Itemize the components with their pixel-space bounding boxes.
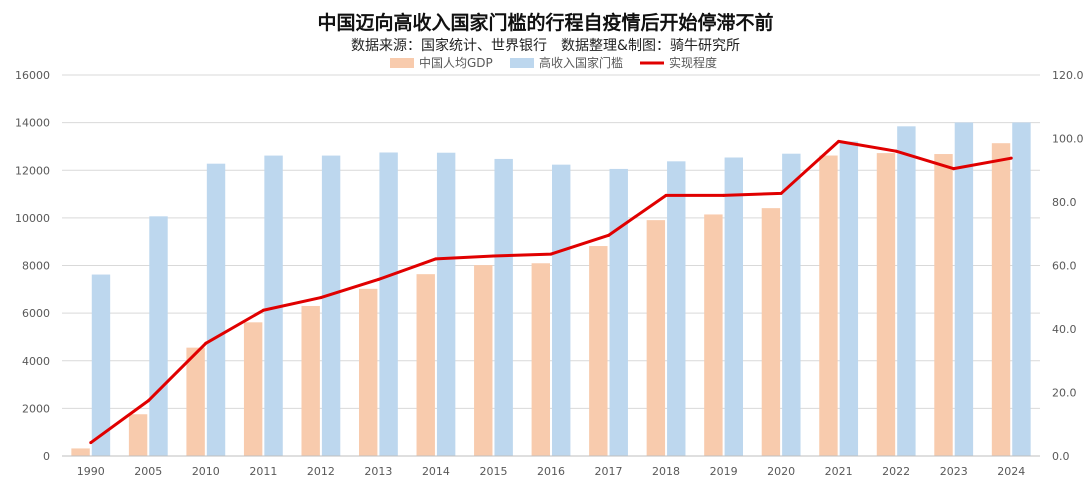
x-tick-label: 2019: [710, 465, 738, 478]
x-tick-label: 2023: [940, 465, 968, 478]
x-tick-label: 2015: [479, 465, 507, 478]
line-point: [894, 149, 898, 153]
y-right-tick-label: 100.0: [1052, 133, 1084, 146]
line-point: [779, 191, 783, 195]
bar-gdp: [819, 155, 838, 456]
x-tick-label: 2016: [537, 465, 565, 478]
legend-label: 高收入国家门槛: [539, 55, 623, 70]
x-tick-label: 2022: [882, 465, 910, 478]
bar-gdp: [589, 246, 608, 456]
line-point: [549, 252, 553, 256]
y-right-tick-label: 0.0: [1052, 450, 1070, 463]
chart-subtitle: 数据来源：国家统计、世界银行 数据整理&制图：骑牛研究所: [351, 38, 740, 54]
bar-gdp: [761, 208, 781, 456]
x-tick-label: 2010: [192, 465, 220, 478]
line-point: [1009, 156, 1013, 160]
legend-label: 中国人均GDP: [419, 55, 493, 70]
bar-threshold: [609, 168, 628, 456]
y-right-tick-label: 40.0: [1052, 323, 1077, 336]
x-tick-label: 2012: [307, 465, 335, 478]
bar-threshold: [782, 153, 801, 456]
bars: [71, 122, 1031, 457]
bar-gdp: [71, 448, 90, 456]
line-point: [607, 233, 611, 237]
y-left-tick-label: 10000: [15, 212, 50, 225]
y-right-tick-label: 120.0: [1052, 69, 1084, 82]
bar-gdp: [301, 305, 320, 456]
line-point: [204, 341, 208, 345]
bar-threshold: [379, 152, 398, 456]
y-left-tick-label: 0: [43, 450, 50, 463]
line-point: [837, 139, 841, 143]
bar-threshold: [724, 157, 743, 456]
y-left-tick-label: 8000: [22, 260, 50, 273]
bar-threshold: [667, 161, 686, 456]
bar-gdp: [474, 265, 493, 456]
bar-gdp: [876, 153, 896, 457]
line-point: [376, 277, 380, 281]
bar-gdp: [991, 143, 1011, 456]
bar-threshold: [897, 126, 916, 456]
line-point: [952, 167, 956, 171]
x-tick-label: 2005: [134, 465, 162, 478]
x-tick-label: 1990: [77, 465, 105, 478]
bar-gdp: [243, 322, 263, 456]
line-point: [434, 257, 438, 261]
x-tick-label: 2020: [767, 465, 795, 478]
axes: 0 2000 4000 6000 8000 10000 12000 14000 16000 0.0…: [15, 69, 1084, 478]
bar-gdp: [934, 154, 953, 456]
bar-threshold: [1012, 122, 1031, 457]
legend-swatch: [390, 58, 414, 68]
line-point: [722, 193, 726, 197]
bar-gdp: [359, 288, 378, 456]
bar-gdp: [128, 414, 148, 456]
bar-threshold: [149, 216, 168, 456]
y-left-tick-label: 4000: [22, 355, 50, 368]
legend-label: 实现程度: [669, 55, 717, 70]
x-tick-label: 2017: [595, 465, 623, 478]
chart-title: 中国迈向高收入国家门槛的行程自疫情后开始停滞不前: [317, 12, 774, 34]
bar-threshold: [954, 122, 974, 457]
bar-gdp: [646, 220, 666, 456]
y-left-tick-label: 2000: [22, 402, 50, 415]
x-tick-label: 2021: [825, 465, 853, 478]
bar-threshold: [321, 155, 341, 457]
y-right-tick-label: 60.0: [1052, 260, 1077, 273]
line-point: [146, 399, 150, 403]
bar-threshold: [436, 152, 456, 456]
bar-gdp: [704, 214, 723, 456]
bar-threshold: [264, 155, 283, 457]
x-tick-label: 2018: [652, 465, 680, 478]
line-point: [261, 308, 265, 312]
line-achievement: [89, 139, 1012, 444]
line-point: [664, 193, 668, 197]
x-tick-label: 2011: [249, 465, 277, 478]
line-series: [89, 139, 1013, 445]
bar-threshold: [839, 141, 859, 456]
x-tick-label: 2014: [422, 465, 450, 478]
bar-gdp: [186, 347, 205, 456]
bar-threshold: [91, 274, 111, 456]
bar-gdp: [531, 263, 550, 456]
y-left-tick-label: 16000: [15, 69, 50, 82]
y-left-tick-label: 14000: [15, 117, 50, 130]
x-tick-label: 2024: [997, 465, 1025, 478]
y-right-tick-label: 80.0: [1052, 196, 1077, 209]
bar-threshold: [494, 158, 513, 456]
bar-gdp: [416, 274, 435, 456]
legend-swatch: [510, 58, 534, 68]
line-point: [89, 441, 93, 445]
bar-threshold: [552, 164, 571, 457]
legend: 中国人均GDP 高收入国家门槛 实现程度: [390, 55, 717, 70]
line-point: [319, 296, 323, 300]
y-left-tick-label: 6000: [22, 307, 50, 320]
bar-threshold: [206, 163, 226, 457]
x-tick-label: 2013: [364, 465, 392, 478]
y-right-tick-label: 20.0: [1052, 387, 1077, 400]
y-left-tick-label: 12000: [15, 164, 50, 177]
line-point: [491, 254, 495, 258]
